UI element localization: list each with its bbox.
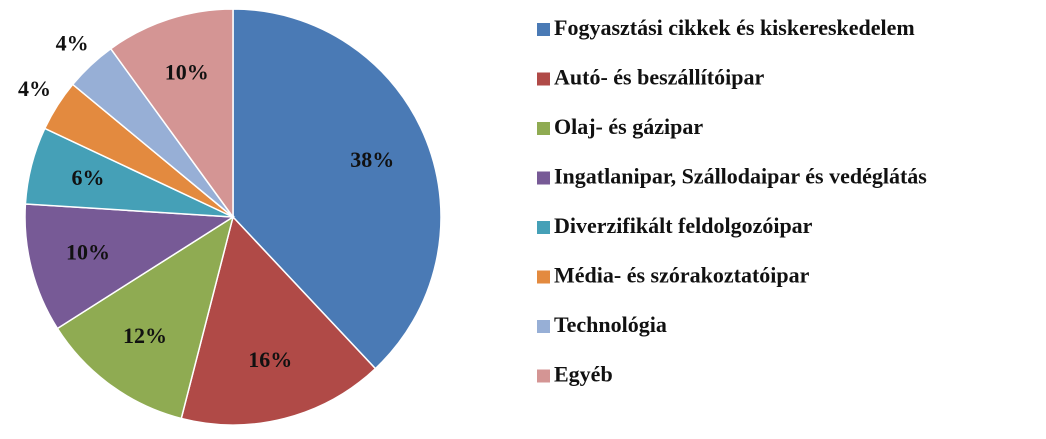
data-label: 4% xyxy=(18,76,51,101)
data-label: 4% xyxy=(56,31,89,56)
legend-label: Egyéb xyxy=(554,362,613,387)
data-label: 38% xyxy=(350,147,394,172)
pie-slice xyxy=(24,203,236,330)
legend-swatch xyxy=(537,23,550,36)
legend-label: Diverzifikált feldolgozóipar xyxy=(554,213,813,238)
legend-swatch xyxy=(537,171,550,185)
legend-swatch xyxy=(537,320,550,333)
pie-slice xyxy=(180,215,377,426)
data-label: 16% xyxy=(248,347,292,372)
pie-slice xyxy=(109,8,234,220)
legend-swatch xyxy=(537,369,550,383)
legend-swatch xyxy=(537,221,550,234)
pie-slice xyxy=(232,8,442,370)
legend-label: Média- és szórakoztatóipar xyxy=(554,263,810,288)
data-label: 12% xyxy=(123,323,167,348)
pie-slice xyxy=(56,215,235,420)
legend-swatch xyxy=(537,72,550,86)
legend-label: Technológia xyxy=(554,312,667,337)
legend-swatch xyxy=(537,270,550,284)
legend-swatch xyxy=(537,122,550,135)
legend-label: Autó- és beszállítóipar xyxy=(554,65,764,90)
data-label: 10% xyxy=(66,239,110,264)
legend-label: Ingatlanipar, Szállodaipar és vedéglátás xyxy=(554,164,927,189)
data-label: 10% xyxy=(165,60,209,85)
data-label: 6% xyxy=(71,165,104,190)
legend-label: Olaj- és gázipar xyxy=(554,114,703,139)
legend-label: Fogyasztási cikkek és kiskereskedelem xyxy=(554,15,915,40)
